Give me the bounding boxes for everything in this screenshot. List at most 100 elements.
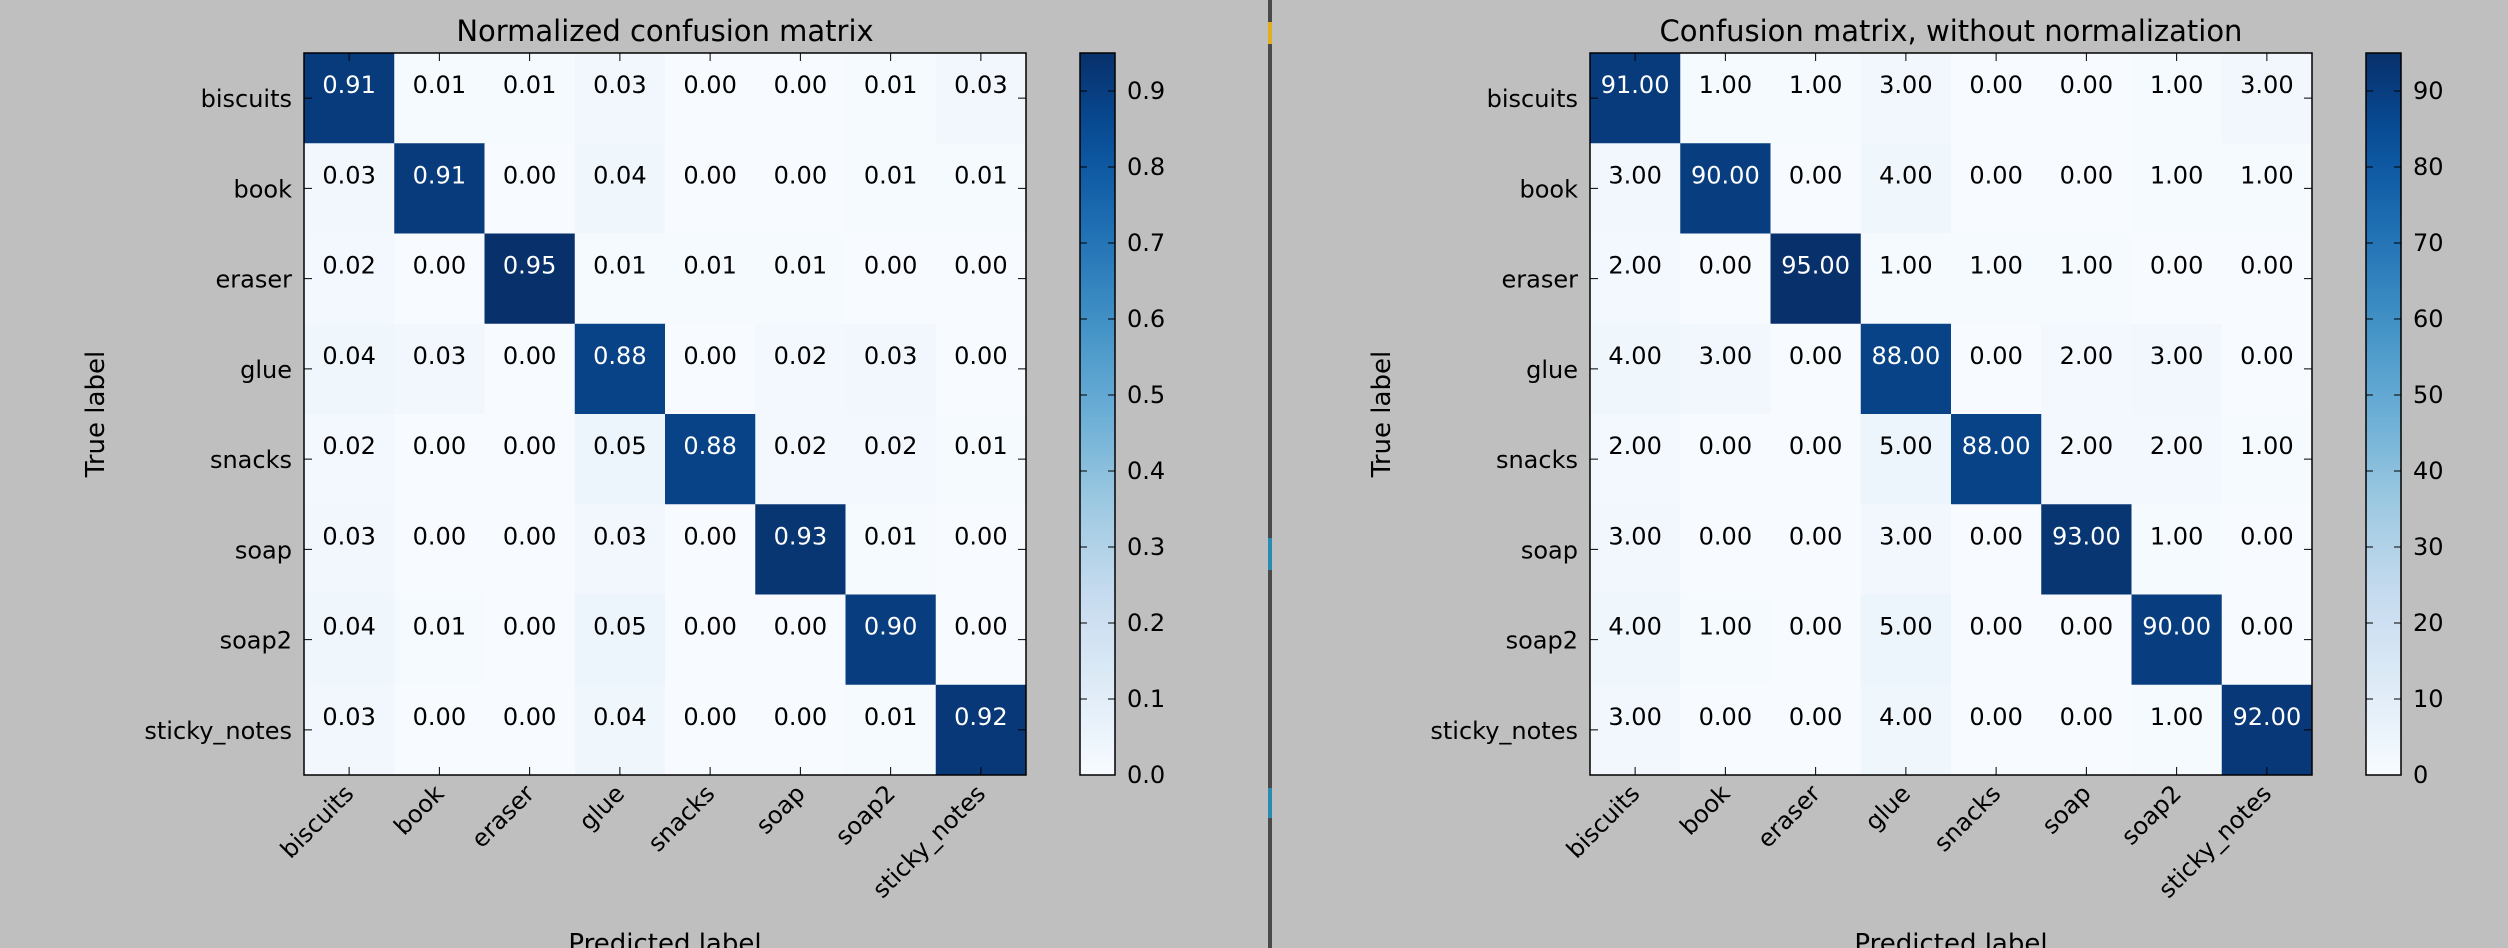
heatmap-cell (1680, 233, 1771, 325)
heatmap-cell (1951, 594, 2042, 686)
cell-value-label: 0.01 (774, 252, 827, 280)
cell-value-label: 93.00 (2052, 522, 2121, 550)
heatmap-cell (2221, 323, 2313, 415)
cell-value-label: 0.88 (593, 342, 646, 370)
heatmap-cell (1590, 323, 1681, 415)
y-tick-label: book (234, 175, 293, 203)
y-tick-label: snacks (210, 446, 292, 474)
cell-value-label: 0.03 (593, 71, 646, 99)
cell-value-label: 0.93 (774, 522, 827, 550)
heatmap-cell (2221, 504, 2313, 595)
heatmap-cell (1860, 323, 1952, 415)
cell-value-label: 0.01 (864, 703, 917, 731)
colorbar-tick-label: 0 (2413, 761, 2428, 789)
cell-value-label: 0.00 (2060, 161, 2113, 189)
cell-value-label: 0.90 (864, 613, 917, 641)
x-tick-label: snacks (643, 779, 721, 857)
cell-value-label: 3.00 (2240, 71, 2293, 99)
x-tick-label: soap (750, 779, 810, 839)
cell-value-label: 0.01 (864, 522, 917, 550)
heatmap-cell (1951, 504, 2042, 595)
heatmap-cell (665, 684, 756, 776)
cell-value-label: 0.00 (683, 613, 736, 641)
heatmap-cell (394, 323, 485, 415)
y-tick-label: glue (1526, 356, 1578, 384)
colorbar-tick-label: 10 (2413, 685, 2444, 713)
colorbar-tick-label: 50 (2413, 381, 2444, 409)
heatmap-cell (1680, 594, 1771, 686)
heatmap-cell (935, 684, 1027, 776)
heatmap-cell (574, 233, 666, 325)
colorbar-tick-label: 0.3 (1127, 533, 1165, 561)
cell-value-label: 1.00 (2150, 71, 2203, 99)
cell-value-label: 1.00 (1789, 71, 1842, 99)
cell-value-label: 0.00 (954, 252, 1007, 280)
plot-frame (303, 52, 1027, 776)
heatmap-cell (2131, 684, 2223, 776)
heatmap-cell (845, 53, 937, 144)
heatmap-cell (1680, 53, 1771, 144)
heatmap-cell (755, 414, 846, 505)
heatmap-cell (574, 323, 666, 415)
cell-value-label: 0.03 (864, 342, 917, 370)
cell-value-label: 0.00 (1789, 522, 1842, 550)
cell-value-label: 0.00 (774, 613, 827, 641)
y-tick-label: eraser (1502, 266, 1579, 294)
cell-value-label: 0.00 (683, 522, 736, 550)
heatmap-cell (1951, 53, 2042, 144)
cell-value-label: 0.00 (2150, 252, 2203, 280)
heatmap-cell (2221, 684, 2313, 776)
cell-value-label: 0.00 (2060, 703, 2113, 731)
cell-value-label: 0.01 (683, 252, 736, 280)
heatmap-cell (394, 143, 485, 234)
chart-1: Normalized confusion matrix 0.91 0.01 0.01 0… (81, 14, 1165, 948)
cell-value-label: 0.91 (322, 71, 375, 99)
heatmap-cell (1770, 594, 1862, 686)
blue-marker-low (1268, 788, 1272, 818)
cell-value-label: 88.00 (1962, 432, 2031, 460)
heatmap-cell (665, 594, 756, 686)
heatmap-cell (1590, 414, 1681, 505)
cell-value-label: 0.00 (774, 703, 827, 731)
heatmap-cell (755, 53, 846, 144)
cell-value-label: 0.03 (593, 522, 646, 550)
y-axis-label: True label (1367, 351, 1397, 478)
x-tick-label: glue (1860, 779, 1916, 835)
heatmap-cell (935, 53, 1027, 144)
colorbar-tick-label: 20 (2413, 609, 2444, 637)
cell-value-label: 2.00 (1608, 252, 1661, 280)
cell-value-label: 0.91 (413, 161, 466, 189)
heatmap-cell (1590, 143, 1681, 234)
heatmap-cell (935, 594, 1027, 686)
colorbar-tick-label: 0.4 (1127, 457, 1165, 485)
cell-value-label: 92.00 (2233, 703, 2302, 731)
heatmap-cell (2041, 684, 2132, 776)
x-tick-label: soap2 (830, 779, 901, 850)
heatmap-cell (2041, 594, 2132, 686)
cell-value-label: 0.05 (593, 613, 646, 641)
cell-value-label: 0.03 (322, 522, 375, 550)
heatmap-cell (1951, 323, 2042, 415)
heatmap-cell (755, 594, 846, 686)
heatmap-cell (2221, 594, 2313, 686)
cell-value-label: 2.00 (2060, 432, 2113, 460)
yellow-marker-top (1268, 22, 1272, 44)
heatmap-cell (665, 233, 756, 325)
heatmap-cell (304, 684, 395, 776)
cell-value-label: 0.03 (322, 161, 375, 189)
colorbar (2366, 53, 2401, 775)
y-tick-label: glue (240, 356, 292, 384)
heatmap-cell (2221, 233, 2313, 325)
cell-value-label: 0.04 (322, 342, 375, 370)
heatmap-cell (665, 53, 756, 144)
cell-value-label: 0.02 (774, 432, 827, 460)
heatmap-cell (484, 143, 576, 234)
cell-value-label: 3.00 (1608, 703, 1661, 731)
heatmap-cell (845, 233, 937, 325)
cell-value-label: 3.00 (1699, 342, 1752, 370)
heatmap-cell (1590, 684, 1681, 776)
figure-pane-divider[interactable] (1268, 0, 1272, 948)
x-tick-label: eraser (466, 779, 540, 853)
heatmap-cell (304, 233, 395, 325)
heatmap-cell (1770, 414, 1862, 505)
